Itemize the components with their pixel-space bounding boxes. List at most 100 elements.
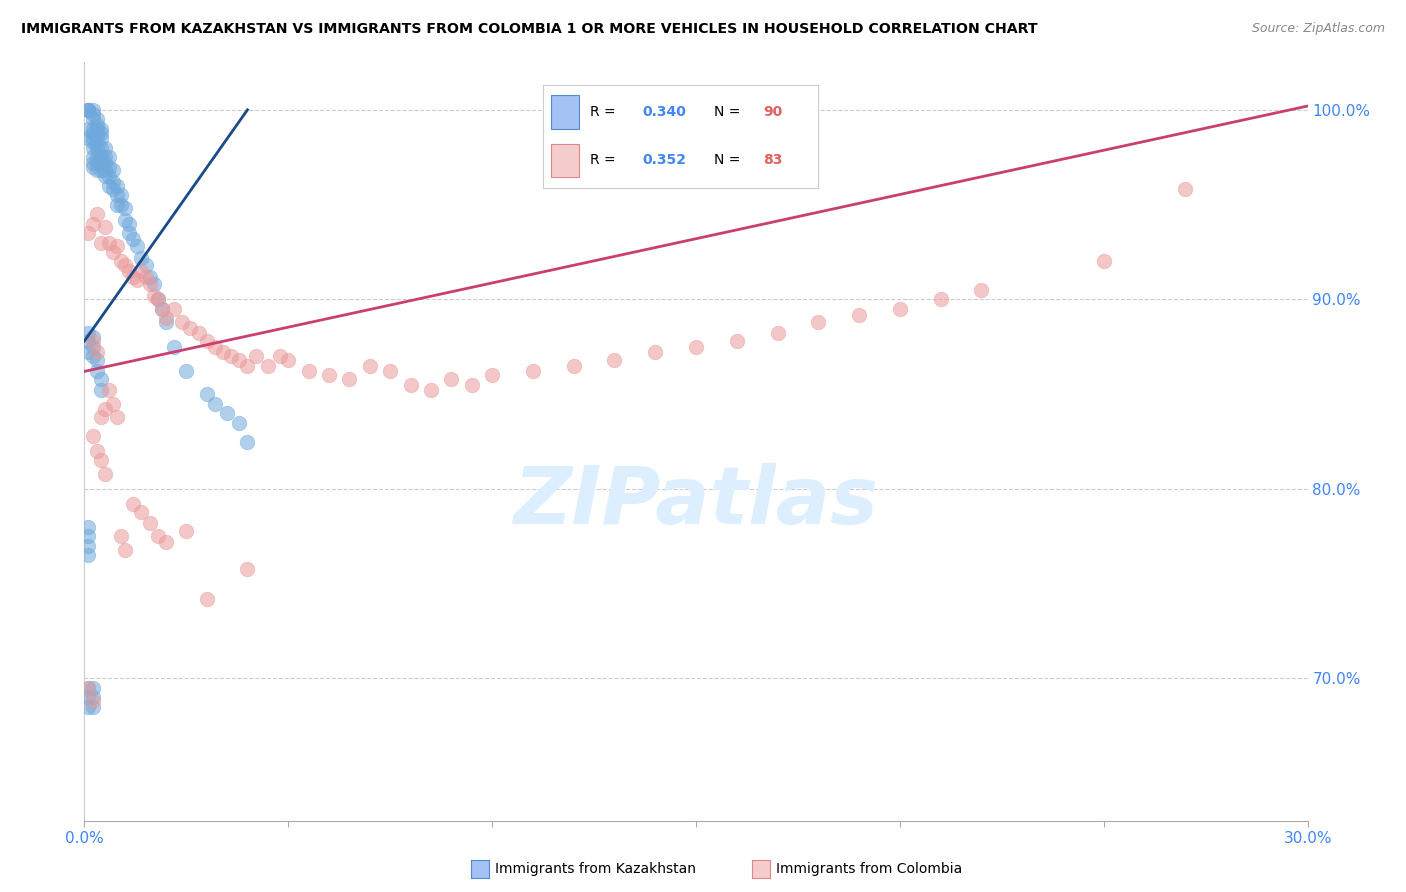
Point bbox=[138, 277, 160, 292]
Point bbox=[118, 217, 141, 231]
Point bbox=[172, 315, 194, 329]
Point bbox=[90, 126, 112, 140]
Point bbox=[82, 103, 104, 117]
Point bbox=[86, 364, 108, 378]
Point bbox=[77, 326, 100, 341]
Point bbox=[110, 254, 132, 268]
Point bbox=[110, 529, 132, 543]
Point bbox=[522, 364, 544, 378]
Point bbox=[77, 103, 100, 117]
Point bbox=[86, 131, 108, 145]
Point bbox=[93, 402, 115, 417]
Point bbox=[420, 384, 443, 398]
Point bbox=[131, 251, 153, 265]
Text: Source: ZipAtlas.com: Source: ZipAtlas.com bbox=[1251, 22, 1385, 36]
Point bbox=[105, 188, 128, 202]
Point bbox=[77, 520, 100, 534]
Point bbox=[150, 301, 173, 316]
Point bbox=[359, 359, 381, 373]
Point bbox=[135, 258, 157, 272]
Point bbox=[105, 409, 128, 424]
Point bbox=[77, 226, 100, 240]
Point bbox=[82, 429, 104, 443]
Point bbox=[97, 169, 120, 183]
Point bbox=[146, 529, 169, 543]
Point bbox=[86, 163, 108, 178]
Point bbox=[93, 220, 115, 235]
Point bbox=[603, 353, 626, 368]
Point bbox=[82, 690, 104, 705]
Point bbox=[318, 368, 340, 383]
Point bbox=[142, 277, 165, 292]
Point bbox=[461, 377, 484, 392]
Point bbox=[929, 293, 952, 307]
Point bbox=[122, 269, 145, 284]
Point bbox=[131, 264, 153, 278]
Point bbox=[97, 160, 120, 174]
Point bbox=[236, 359, 259, 373]
Point bbox=[245, 349, 267, 363]
Point bbox=[97, 178, 120, 193]
Point bbox=[219, 349, 242, 363]
Point bbox=[114, 212, 136, 227]
Point bbox=[101, 396, 124, 410]
Point bbox=[138, 516, 160, 530]
Point bbox=[77, 103, 100, 117]
Point bbox=[90, 121, 112, 136]
Point bbox=[77, 539, 100, 553]
Point bbox=[93, 467, 115, 481]
Point bbox=[86, 156, 108, 170]
Point bbox=[86, 345, 108, 359]
Point bbox=[118, 264, 141, 278]
Point bbox=[236, 434, 259, 449]
Point bbox=[82, 217, 104, 231]
Point bbox=[131, 505, 153, 519]
Point bbox=[90, 235, 112, 250]
Point bbox=[644, 345, 666, 359]
Point bbox=[135, 269, 157, 284]
Point bbox=[105, 178, 128, 193]
Point bbox=[86, 112, 108, 127]
Point bbox=[77, 345, 100, 359]
Point bbox=[122, 497, 145, 511]
Point bbox=[118, 226, 141, 240]
Point bbox=[138, 269, 160, 284]
Point bbox=[90, 384, 112, 398]
Point bbox=[90, 409, 112, 424]
Point bbox=[82, 349, 104, 363]
Point bbox=[889, 301, 911, 316]
Point bbox=[848, 308, 870, 322]
Point bbox=[86, 444, 108, 458]
Point bbox=[82, 141, 104, 155]
Point bbox=[257, 359, 280, 373]
Point bbox=[163, 301, 186, 316]
Point bbox=[127, 239, 149, 253]
Point bbox=[82, 121, 104, 136]
Point bbox=[82, 150, 104, 164]
Point bbox=[807, 315, 830, 329]
Point bbox=[217, 406, 239, 420]
Point bbox=[155, 315, 177, 329]
Point bbox=[82, 156, 104, 170]
Point bbox=[82, 112, 104, 127]
Point bbox=[110, 188, 132, 202]
Point bbox=[82, 126, 104, 140]
Point bbox=[110, 197, 132, 211]
Point bbox=[77, 681, 100, 695]
Text: Immigrants from Colombia: Immigrants from Colombia bbox=[776, 862, 962, 876]
Point bbox=[93, 156, 115, 170]
Point bbox=[204, 396, 226, 410]
Point bbox=[269, 349, 291, 363]
Point bbox=[90, 156, 112, 170]
Point bbox=[105, 239, 128, 253]
Point bbox=[82, 131, 104, 145]
Point bbox=[77, 699, 100, 714]
Point bbox=[339, 372, 361, 386]
Point bbox=[174, 364, 197, 378]
Point bbox=[440, 372, 463, 386]
Point bbox=[93, 169, 115, 183]
Point bbox=[562, 359, 585, 373]
Point bbox=[97, 150, 120, 164]
Point bbox=[82, 699, 104, 714]
Point bbox=[93, 141, 115, 155]
